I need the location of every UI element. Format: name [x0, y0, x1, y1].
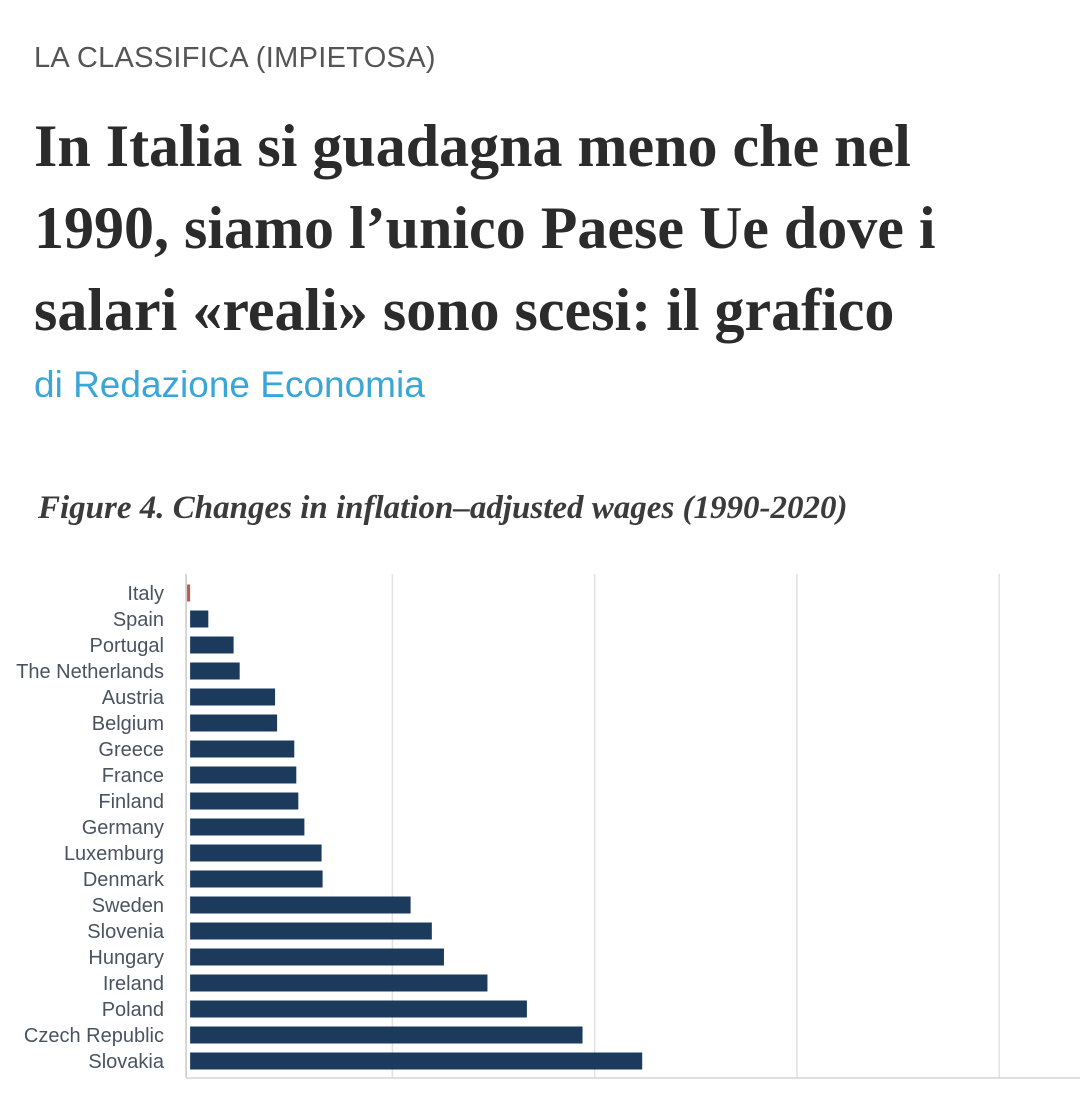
section-kicker: LA CLASSIFICA (IMPIETOSA)	[34, 42, 436, 74]
bar-portugal	[190, 636, 234, 654]
chart-gridlines	[185, 574, 1080, 1079]
category-label: Belgium	[92, 713, 164, 735]
category-label: Hungary	[88, 947, 164, 969]
bar-slovakia	[190, 1052, 643, 1070]
chart-category-labels: Italy Spain Portugal The Netherlands Austria…	[16, 583, 165, 1073]
category-label: Czech Republic	[24, 1025, 164, 1047]
category-label: Slovenia	[87, 921, 165, 943]
bar-sweden	[190, 896, 411, 914]
category-label: The Netherlands	[16, 661, 164, 683]
bar-the-netherlands	[190, 662, 240, 680]
author-byline-link[interactable]: di Redazione Economia	[34, 364, 425, 405]
bar-finland	[190, 792, 299, 810]
chart-bars	[187, 584, 643, 1070]
category-label: Slovakia	[88, 1051, 164, 1073]
category-label: Italy	[127, 583, 164, 605]
category-label: Spain	[113, 609, 164, 631]
category-label: Poland	[102, 999, 164, 1021]
article-headline: In Italia si guadagna meno che nel 1990,…	[34, 113, 936, 343]
wage-change-bar-chart: Italy Spain Portugal The Netherlands Austria…	[16, 574, 1080, 1079]
category-label: Ireland	[103, 973, 164, 995]
bar-italy	[187, 584, 191, 602]
bar-slovenia	[190, 922, 432, 940]
category-label: Sweden	[92, 895, 164, 917]
bar-spain	[190, 610, 209, 628]
category-label: France	[102, 765, 164, 787]
category-label: Finland	[98, 791, 164, 813]
bar-denmark	[190, 870, 323, 888]
bar-hungary	[190, 948, 444, 966]
category-label: Greece	[98, 739, 164, 761]
category-label: Denmark	[83, 869, 165, 891]
figure-title: Figure 4. Changes in inflation–adjusted …	[38, 490, 848, 526]
category-label: Portugal	[90, 635, 165, 657]
bar-ireland	[190, 974, 488, 992]
bar-belgium	[190, 714, 278, 732]
bar-greece	[190, 740, 295, 758]
bar-poland	[190, 1000, 527, 1018]
category-label: Germany	[82, 817, 164, 839]
category-label: Luxemburg	[64, 843, 164, 865]
bar-luxemburg	[190, 844, 322, 862]
bar-france	[190, 766, 297, 784]
bar-germany	[190, 818, 305, 836]
figure: Figure 4. Changes in inflation–adjusted …	[0, 470, 1080, 1113]
bar-czech-republic	[190, 1026, 583, 1044]
category-label: Austria	[102, 687, 165, 709]
bar-austria	[190, 688, 276, 706]
